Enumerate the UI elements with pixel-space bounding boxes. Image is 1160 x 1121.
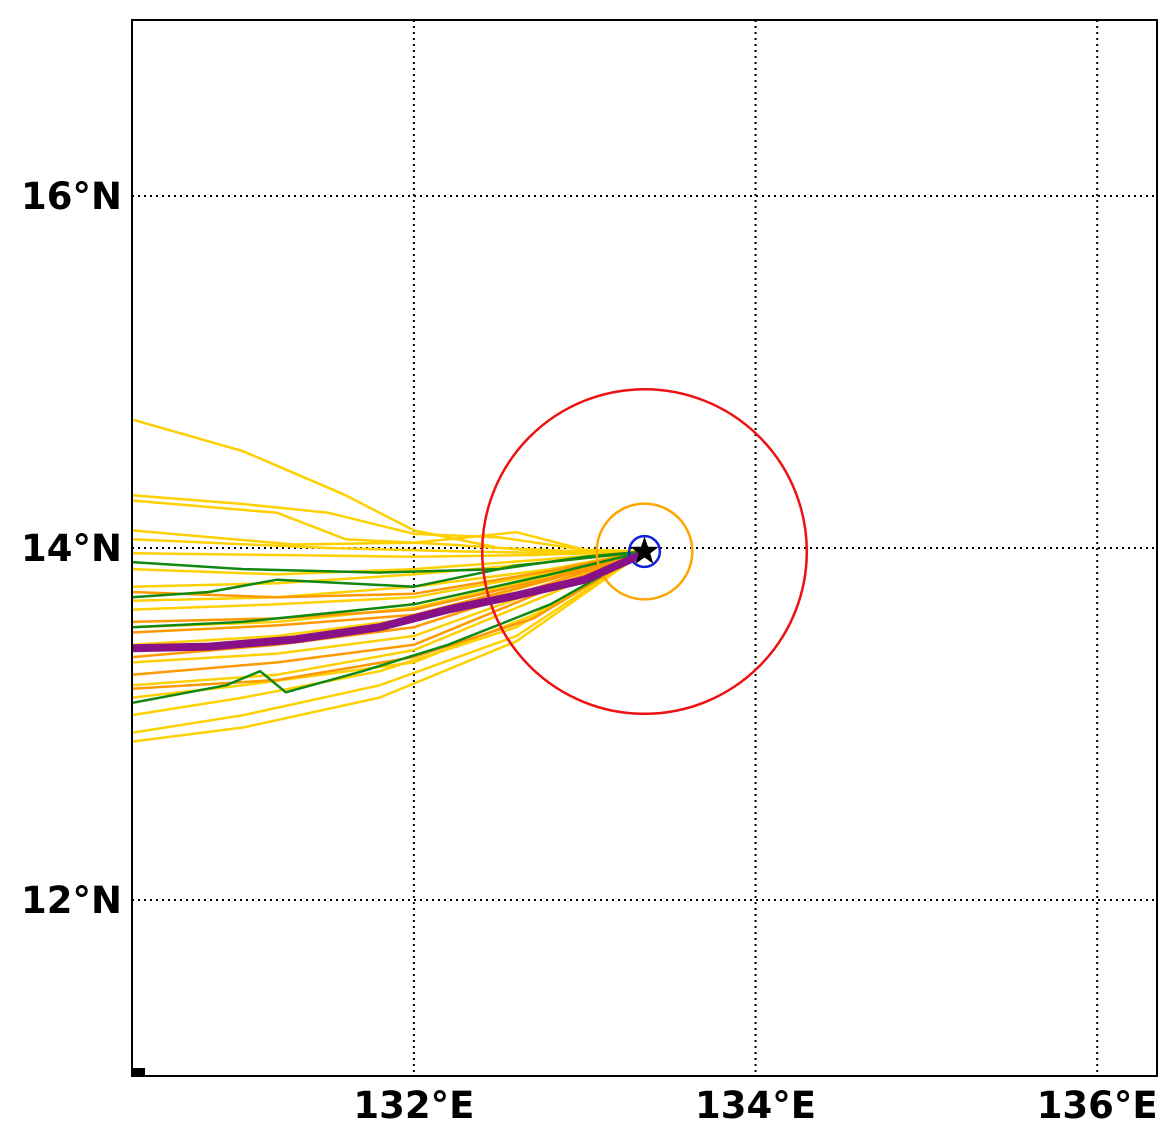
inner-ring-circle xyxy=(627,534,662,569)
corner-marker xyxy=(132,1068,145,1076)
ensemble-tracks xyxy=(132,418,646,743)
ensemble-track-line xyxy=(132,550,645,576)
ensemble-track-line xyxy=(132,550,645,676)
map-frame xyxy=(131,19,1158,1077)
storm-center-star-icon xyxy=(630,536,659,564)
ensemble-track-line xyxy=(132,550,646,743)
lat-tick-label: 14°N xyxy=(21,527,122,570)
ensemble-track-line xyxy=(132,550,645,629)
mean-track-layer xyxy=(132,549,649,653)
ensemble-track-line xyxy=(132,550,646,705)
ensemble-track-line xyxy=(132,550,645,559)
tick-labels: 132°E 134°E 136°E 16°N 14°N 12°N xyxy=(21,175,1158,1121)
ensemble-track-line xyxy=(132,550,645,599)
lon-tick-label: 134°E xyxy=(695,1084,816,1121)
uncertainty-rings xyxy=(480,387,809,716)
middle-ring-circle xyxy=(595,502,694,601)
outer-ring-circle xyxy=(480,387,809,716)
graticule xyxy=(132,20,1157,1076)
lat-tick-label: 12°N xyxy=(21,879,122,922)
ensemble-track-line xyxy=(132,550,645,599)
ensemble-track-line xyxy=(132,550,646,735)
storm-center-layer xyxy=(630,536,659,564)
lat-tick-label: 16°N xyxy=(21,175,122,218)
ensemble-track-line xyxy=(132,529,645,553)
lon-tick-label: 132°E xyxy=(353,1084,474,1121)
lon-tick-label: 136°E xyxy=(1037,1084,1158,1121)
mean-track-line xyxy=(132,549,649,653)
